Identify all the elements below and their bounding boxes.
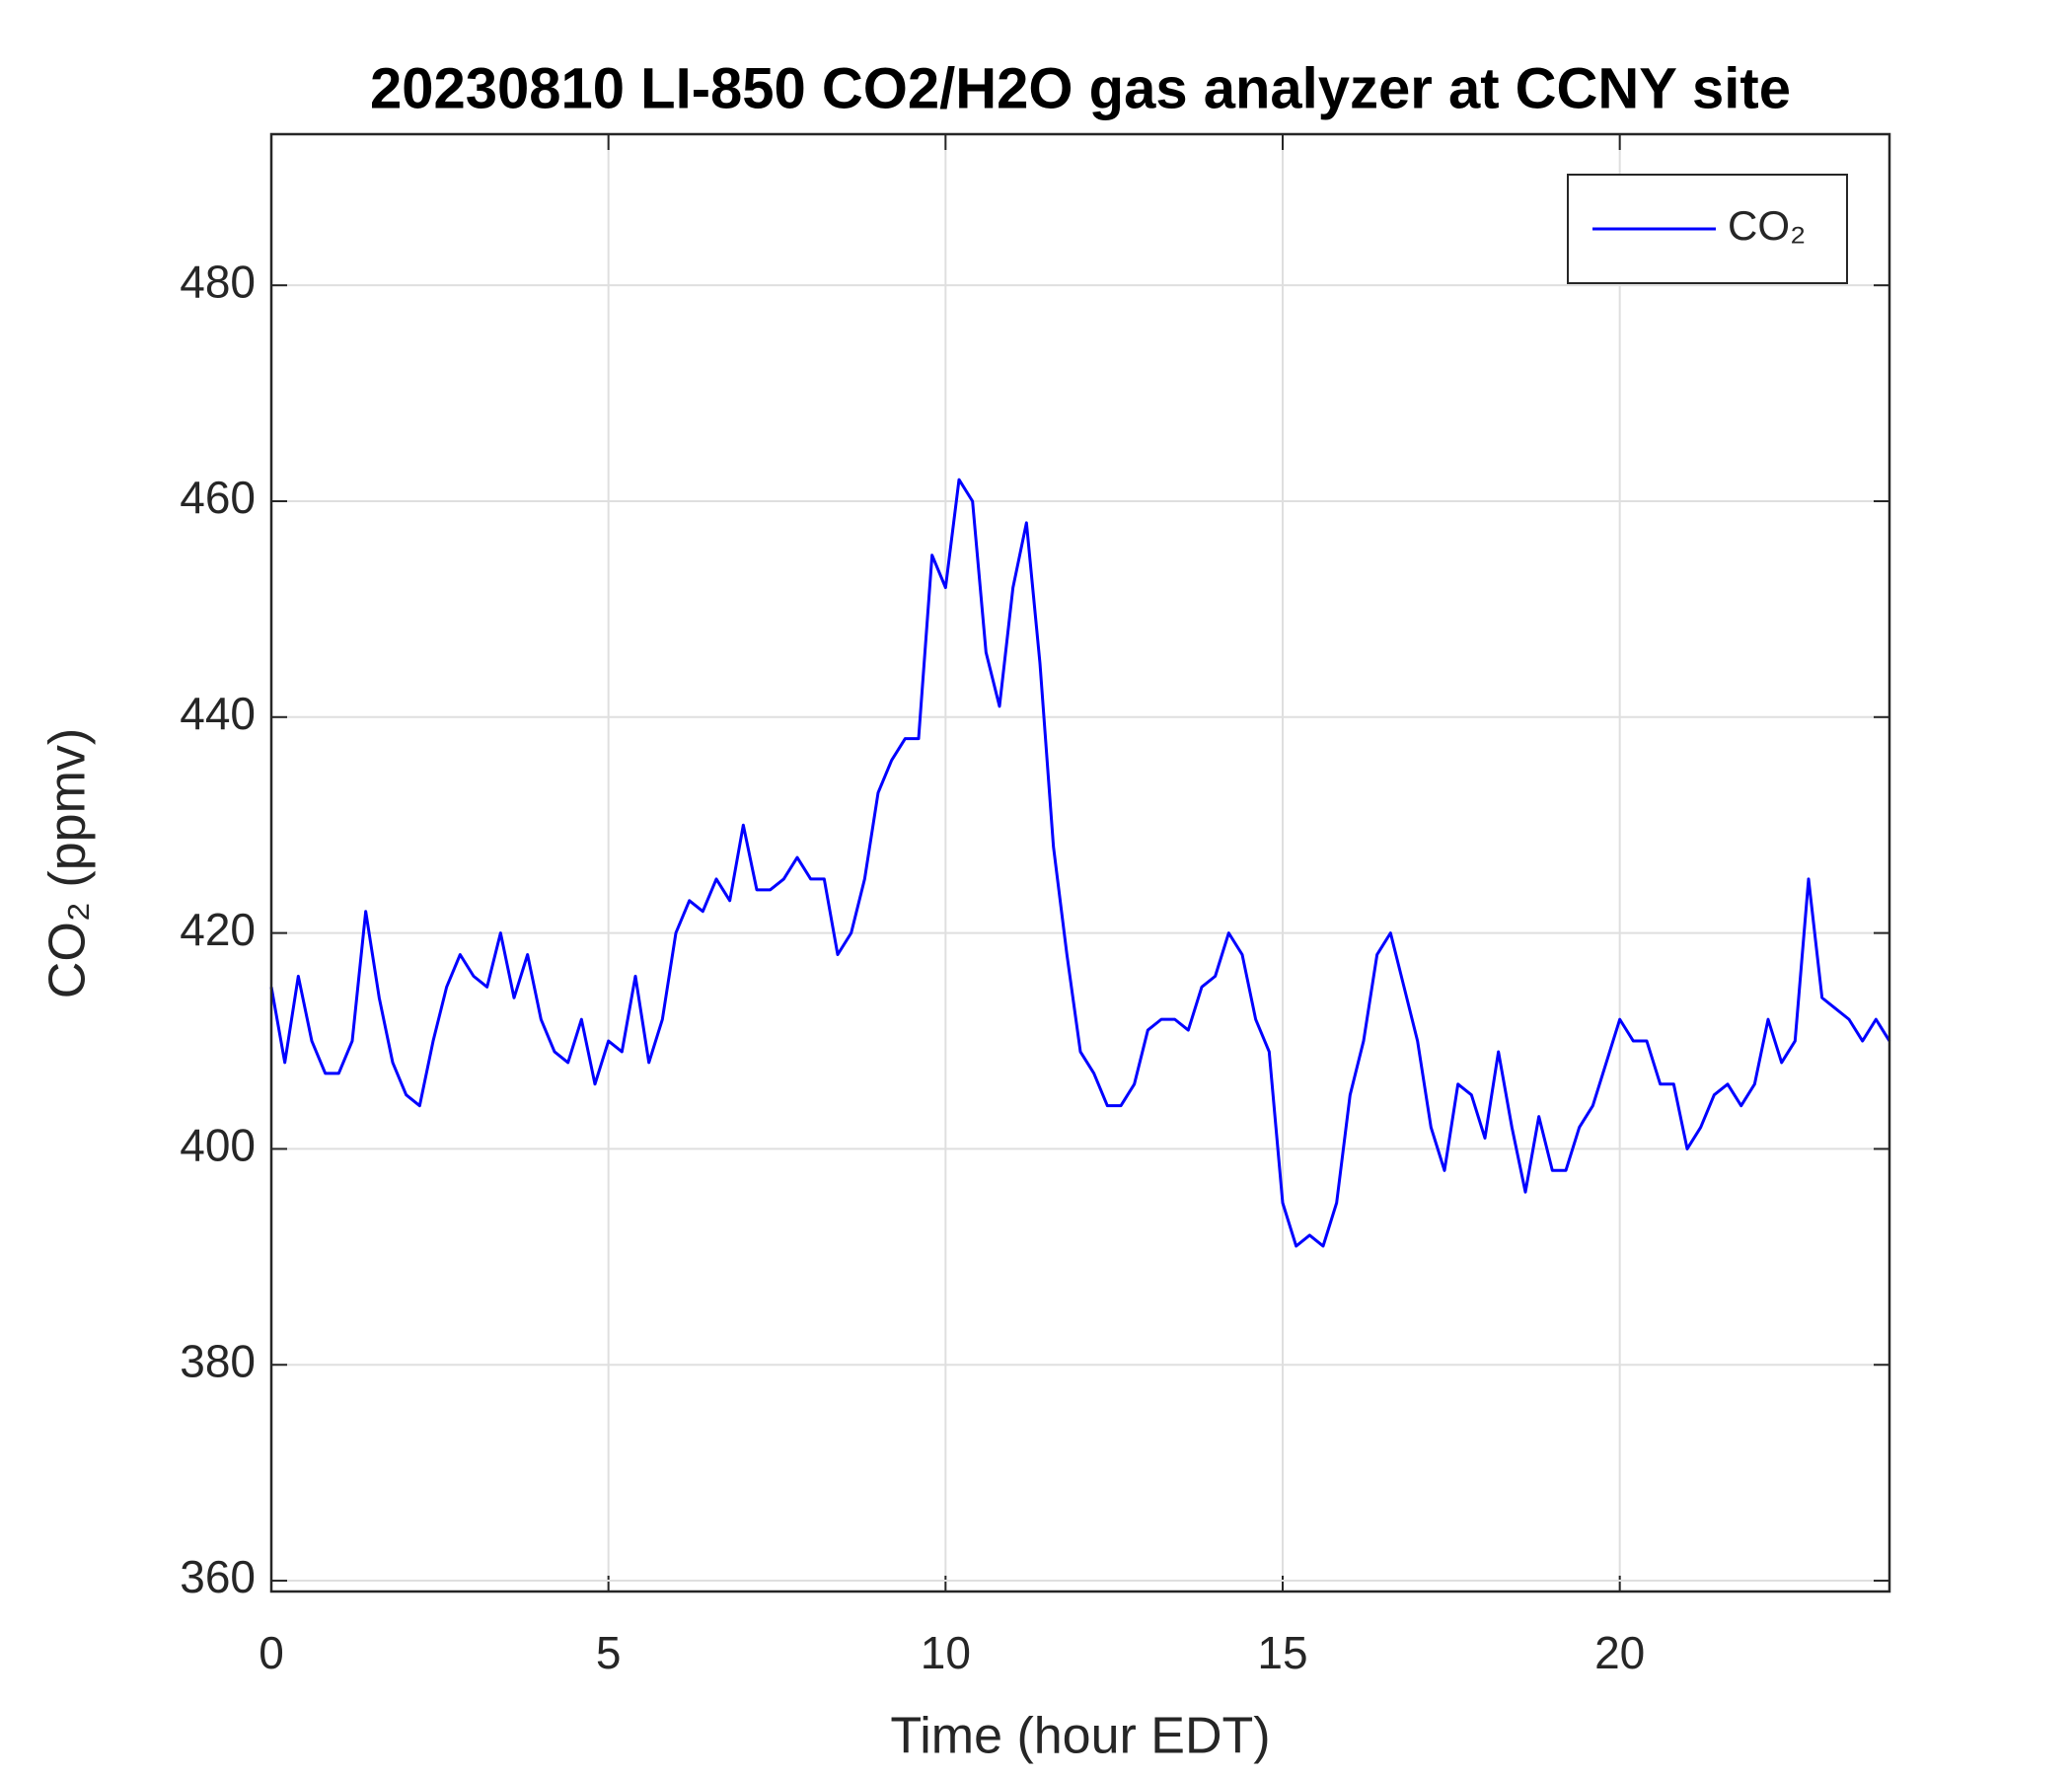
y-tick-label: 460 <box>180 472 256 523</box>
y-tick-label: 400 <box>180 1120 256 1171</box>
y-axis-label: CO₂ (ppmv) <box>39 728 97 999</box>
legend: CO₂ <box>1567 174 1848 284</box>
plot-area <box>271 134 1889 1591</box>
x-tick-label: 15 <box>1257 1627 1307 1678</box>
x-tick-label: 5 <box>596 1627 622 1678</box>
chart-title: 20230810 LI-850 CO2/H2O gas analyzer at … <box>370 56 1791 120</box>
y-tick-label: 360 <box>180 1551 256 1602</box>
x-tick-label: 10 <box>921 1627 971 1678</box>
axes-box <box>269 132 1891 1593</box>
x-axis-label: Time (hour EDT) <box>890 1708 1270 1765</box>
x-tick-label: 20 <box>1594 1627 1645 1678</box>
y-tick-label: 380 <box>180 1335 256 1386</box>
y-tick-label: 420 <box>180 904 256 955</box>
y-tick-label: 440 <box>180 688 256 739</box>
y-tick-label: 480 <box>180 256 256 307</box>
x-tick-label: 0 <box>259 1627 284 1678</box>
data-line <box>269 478 1891 1248</box>
legend-label: CO₂ <box>1728 202 1806 249</box>
